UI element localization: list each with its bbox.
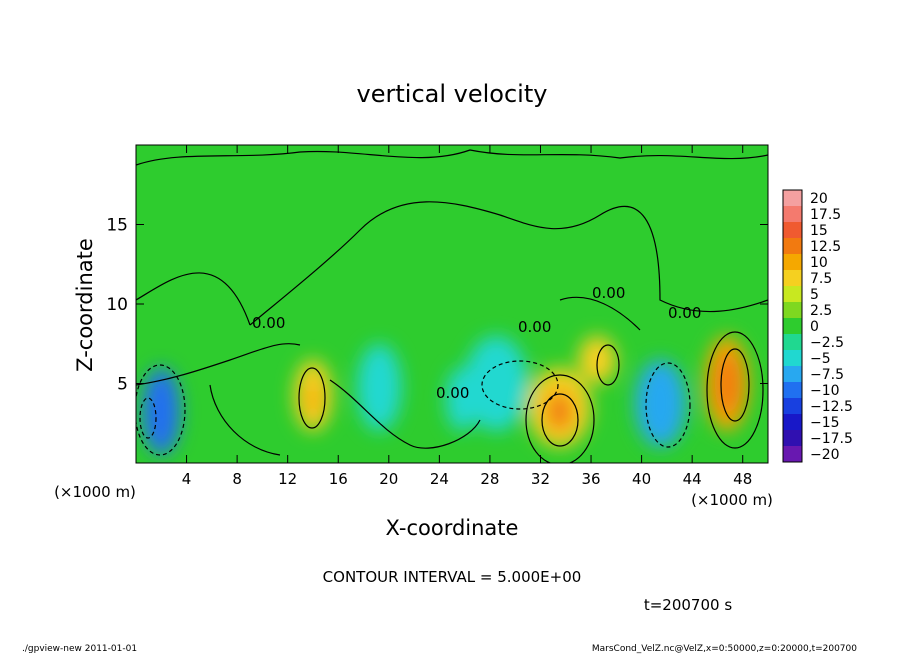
colorbar-swatch-8 <box>783 318 802 335</box>
y-tick-label-2: 15 <box>106 216 128 236</box>
colorbar-swatch-7 <box>783 302 802 319</box>
colorbar-swatch-6 <box>783 286 802 303</box>
colorbar-swatch-13 <box>783 398 802 415</box>
heatmap-cell-10 <box>635 359 686 448</box>
contour-label-1: 0.00 <box>252 314 285 332</box>
footer-left: ./gpview-new 2011-01-01 <box>22 644 137 654</box>
colorbar-label-10: −5 <box>810 351 831 367</box>
x-tick-label-2: 12 <box>278 470 297 488</box>
plot-area: 0.00 0.00 0.00 0.00 0.00 <box>136 145 768 463</box>
heatmap-cell-4 <box>357 343 402 432</box>
contour-lines <box>136 149 768 463</box>
colorbar-label-0: 20 <box>810 191 828 207</box>
contour-zero-mid <box>329 379 481 449</box>
contour-pos-a <box>298 367 326 429</box>
colorbar-swatch-4 <box>783 254 802 271</box>
contour-label-2: 0.00 <box>592 284 625 302</box>
colorbar-frame <box>782 189 803 463</box>
y-axis-title: Z-coordinate <box>73 238 97 372</box>
colorbar-labels: 2017.51512.5107.552.50−2.5−5−7.5−10−12.5… <box>810 191 853 463</box>
colorbar-label-7: 2.5 <box>810 303 832 319</box>
colorbar-label-12: −10 <box>810 383 840 399</box>
x-tick-label-8: 36 <box>581 470 600 488</box>
x-tick-label-10: 44 <box>683 470 702 488</box>
x-tick-label-0: 4 <box>182 470 192 488</box>
x-tick-label-11: 48 <box>733 470 752 488</box>
axis-ticks <box>136 145 768 463</box>
contour-neg-a <box>139 397 157 439</box>
heatmap-cell-6 <box>464 335 528 432</box>
y-tick-label-0: 5 <box>117 375 128 395</box>
colorbar-swatch-9 <box>783 334 802 351</box>
colorbar-swatch-16 <box>783 446 802 463</box>
heatmap-cell-8 <box>546 391 573 432</box>
colorbar-label-11: −7.5 <box>810 367 844 383</box>
x-tick-label-3: 16 <box>329 470 348 488</box>
colorbar-label-3: 12.5 <box>810 239 841 255</box>
colorbar-swatch-2 <box>783 222 802 239</box>
colorbar-swatch-15 <box>783 430 802 447</box>
x-tick-label-9: 40 <box>632 470 651 488</box>
colorbar <box>782 189 803 463</box>
colorbar-swatch-5 <box>783 270 802 287</box>
heatmap-cell-3 <box>306 383 320 416</box>
contour-label-4: 0.00 <box>436 384 469 402</box>
contour-line-lower <box>136 343 301 386</box>
contour-label-3: 0.00 <box>668 304 701 322</box>
colorbar-label-9: −2.5 <box>810 335 844 351</box>
contour-line-upper <box>136 149 768 166</box>
colorbar-label-5: 7.5 <box>810 271 832 287</box>
time-text: t=200700 s <box>644 596 732 614</box>
colorbar-label-14: −15 <box>810 415 840 431</box>
contour-line-right <box>559 296 641 331</box>
y-tick-label-1: 10 <box>106 295 128 315</box>
contour-line-mid <box>249 201 768 326</box>
colorbar-swatch-10 <box>783 350 802 367</box>
colorbar-swatch-11 <box>783 366 802 383</box>
colorbar-label-4: 10 <box>810 255 828 271</box>
contour-label-5: 0.00 <box>518 318 551 336</box>
colorbar-swatch-1 <box>783 206 802 223</box>
x-tick-label-1: 8 <box>232 470 242 488</box>
x-tick-labels: 4 8 12 16 20 24 28 32 36 40 44 48 <box>182 470 752 488</box>
colorbar-label-15: −17.5 <box>810 431 853 447</box>
colorbar-label-13: −12.5 <box>810 399 853 415</box>
colorbar-label-8: 0 <box>810 319 819 335</box>
contour-pos-e <box>706 331 764 449</box>
x-tick-label-6: 28 <box>480 470 499 488</box>
colorbar-swatch-3 <box>783 238 802 255</box>
contour-neg-b <box>136 364 186 456</box>
x-axis-title: X-coordinate <box>386 516 519 540</box>
heatmap-cells <box>142 335 750 456</box>
chart-title: vertical velocity <box>357 80 548 108</box>
contour-pos-d <box>720 348 750 422</box>
x-unit-label: (×1000 m) <box>691 491 773 509</box>
colorbar-swatch-0 <box>783 190 802 207</box>
contour-pos-c <box>525 374 595 463</box>
colorbar-swatch-14 <box>783 414 802 431</box>
contour-neg-c <box>645 362 691 448</box>
contour-labels: 0.00 0.00 0.00 0.00 0.00 <box>252 284 701 402</box>
x-tick-label-4: 20 <box>379 470 398 488</box>
contour-line-left <box>136 272 251 326</box>
colorbar-label-1: 17.5 <box>810 207 841 223</box>
heatmap-cell-1 <box>148 383 174 432</box>
colorbar-swatch-12 <box>783 382 802 399</box>
contour-neg-d <box>481 360 559 410</box>
colorbar-label-2: 15 <box>810 223 828 239</box>
heatmap-cell-12 <box>714 351 741 416</box>
contour-zero-left <box>209 384 281 456</box>
contour-pos-b <box>541 393 579 447</box>
contour-pos-f <box>596 344 620 386</box>
x-tick-label-5: 24 <box>430 470 449 488</box>
footer-right: MarsCond_VelZ.nc@VelZ,x=0:50000,z=0:2000… <box>592 644 857 654</box>
contour-interval-text: CONTOUR INTERVAL = 5.000E+00 <box>323 568 582 586</box>
y-tick-labels: 5 10 15 <box>106 216 128 395</box>
colorbar-label-6: 5 <box>810 287 819 303</box>
colorbar-label-16: −20 <box>810 447 840 463</box>
y-unit-label: (×1000 m) <box>54 483 136 501</box>
x-tick-label-7: 32 <box>531 470 550 488</box>
